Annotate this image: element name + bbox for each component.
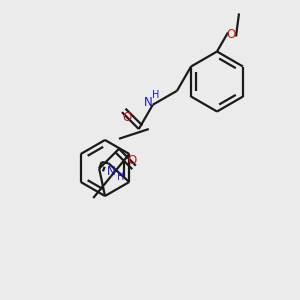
Text: O: O xyxy=(127,154,136,167)
Text: O: O xyxy=(226,28,236,41)
Text: H: H xyxy=(152,90,160,100)
Text: H: H xyxy=(117,172,124,182)
Text: N: N xyxy=(143,96,152,109)
Text: N: N xyxy=(107,165,116,178)
Text: O: O xyxy=(122,111,132,124)
